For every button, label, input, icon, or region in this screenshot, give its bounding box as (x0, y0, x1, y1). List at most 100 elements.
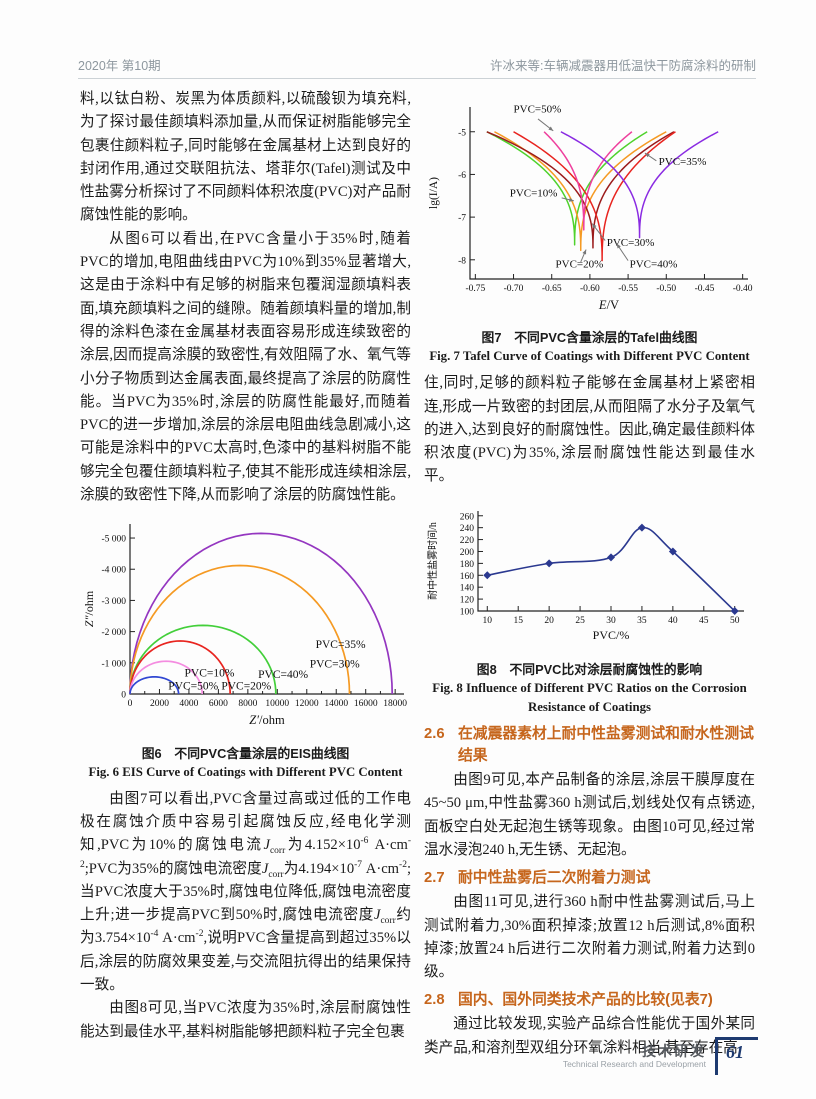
eis-nyquist-chart: 0 2000 4000 6000 8000 10000 12000 14000 16000 180… (82, 524, 407, 727)
svg-text:耐中性盐雾时间/h: 耐中性盐雾时间/h (426, 522, 439, 600)
figure8-caption-zh: 图8 不同PVC比对涂层耐腐蚀性的影响 (476, 662, 703, 678)
svg-text:PVC=20%: PVC=20% (556, 258, 604, 270)
svg-text:20: 20 (544, 616, 554, 626)
svg-text:50: 50 (730, 616, 740, 626)
svg-text:120: 120 (460, 595, 475, 605)
svg-text:18000: 18000 (383, 699, 407, 709)
svg-text:-0.40: -0.40 (733, 284, 753, 294)
svg-text:-2 000: -2 000 (101, 628, 126, 638)
svg-text:8000: 8000 (238, 699, 257, 709)
svg-text:PVC=10%: PVC=10% (510, 188, 558, 200)
svg-text:lg(I/A): lg(I/A) (428, 177, 440, 209)
svg-text:0: 0 (121, 691, 126, 701)
paragraph-conclusion-pvc: 住,同时,足够的颜料粒子能够在金属基材上紧密相连,形成一片致密的封团层,从而阻隔… (424, 375, 755, 485)
section-heading-2-6: 2.6 在减震器素材上耐中性盐雾测试和耐水性测试结果 (424, 723, 755, 767)
svg-text:PVC=50%: PVC=50% (514, 104, 562, 116)
svg-text:PVC=20%: PVC=20% (221, 681, 271, 693)
svg-text:PVC/%: PVC/% (593, 628, 630, 642)
svg-text:-1 000: -1 000 (101, 660, 126, 670)
figure-6: 0 2000 4000 6000 8000 10000 12000 14000 16000 180… (80, 512, 411, 781)
svg-text:25: 25 (575, 616, 585, 626)
svg-text:-0.75: -0.75 (465, 284, 485, 294)
svg-text:35: 35 (637, 616, 647, 626)
svg-text:0: 0 (128, 699, 133, 709)
header-issue: 2020年 第10期 (78, 59, 161, 73)
svg-text:180: 180 (460, 560, 475, 570)
svg-text:2000: 2000 (150, 699, 169, 709)
svg-text:-0.55: -0.55 (618, 284, 638, 294)
figure7-caption-en: Fig. 7 Tafel Curve of Coatings with Diff… (429, 349, 750, 364)
svg-text:200: 200 (460, 548, 475, 558)
paragraph-section-2-7: 由图11可见,进行360 h耐中性盐雾测试后,马上测试附着力,30%面积掉漆;放… (424, 894, 755, 981)
svg-text:4000: 4000 (179, 699, 198, 709)
paragraph-section-2-8: 通过比较发现,实验产品综合性能优于国外某同类产品,和溶剂型双组分环氧涂料相当,甚… (424, 1016, 755, 1056)
svg-text:Z′/ohm: Z′/ohm (249, 713, 285, 727)
section-heading-2-7: 2.7 耐中性盐雾后二次附着力测试 (424, 867, 755, 889)
figure7-caption-zh: 图7 不同PVC含量涂层的Tafel曲线图 (481, 330, 698, 346)
svg-text:-5 000: -5 000 (101, 535, 126, 545)
svg-text:15: 15 (513, 616, 523, 626)
svg-text:PVC=30%: PVC=30% (607, 237, 655, 249)
footer-section-label: 技术研发 Technical Research and Development (563, 1037, 706, 1070)
svg-text:100: 100 (460, 607, 475, 617)
section-title: 在减震器素材上耐中性盐雾测试和耐水性测试结果 (458, 726, 754, 765)
svg-text:PVC=35%: PVC=35% (659, 156, 707, 168)
paragraph-eis-discussion: 从图6可以看出,在PVC含量小于35%时,随着PVC的增加,电阻曲线由PVC为1… (80, 230, 411, 504)
svg-text:10000: 10000 (265, 699, 289, 709)
svg-text:-0.70: -0.70 (504, 284, 524, 294)
figure6-caption-en: Fig. 6 EIS Curve of Coatings with Differ… (88, 764, 403, 779)
section-title: 国内、国外同类技术产品的比较(见表7) (458, 992, 713, 1009)
section-number: 2.8 (424, 992, 445, 1009)
right-column: -0.75 -0.70 -0.65 -0.60 -0.55 -0.50 -0.45 -0.40… (424, 86, 755, 1060)
svg-text:Z″/ohm: Z″/ohm (82, 591, 96, 628)
svg-text:-5: -5 (458, 128, 466, 138)
section-number: 2.6 (424, 726, 445, 743)
header-article-title: 许冰来等:车辆减震器用低温快干防腐涂料的研制 (490, 59, 756, 73)
left-column: 料,以钛白粉、炭黑为体质颜料,以硫酸钡为填充料,为了探讨最佳颜填料添加量,从而保… (80, 88, 411, 1044)
svg-text:-0.45: -0.45 (695, 284, 715, 294)
svg-text:-0.60: -0.60 (580, 284, 600, 294)
svg-text:220: 220 (460, 536, 475, 546)
svg-text:-4 000: -4 000 (101, 566, 126, 576)
svg-text:-7: -7 (458, 214, 466, 224)
svg-text:260: 260 (460, 512, 475, 522)
svg-text:240: 240 (460, 524, 475, 534)
svg-text:12000: 12000 (295, 699, 319, 709)
svg-text:45: 45 (699, 616, 709, 626)
section-number: 2.7 (424, 870, 445, 887)
svg-text:140: 140 (460, 583, 475, 593)
svg-text:-0.50: -0.50 (656, 284, 676, 294)
svg-text:160: 160 (460, 572, 475, 582)
svg-text:14000: 14000 (324, 699, 348, 709)
svg-text:PVC=10%: PVC=10% (185, 668, 235, 680)
svg-text:PVC=30%: PVC=30% (310, 659, 360, 671)
paragraph-fig8-intro: 由图8可见,当PVC浓度为35%时,涂层耐腐蚀性能达到最佳水平,基料树脂能够把颜… (80, 1000, 411, 1040)
footer-label-zh: 技术研发 (642, 1043, 706, 1059)
svg-text:6000: 6000 (209, 699, 228, 709)
section-title: 耐中性盐雾后二次附着力测试 (458, 870, 651, 887)
paragraph-tafel-discussion: 由图7可以看出,PVC含量过高或过低的工作电极在腐蚀介质中容易引起腐蚀反应,经电… (80, 790, 411, 994)
tafel-chart: -0.75 -0.70 -0.65 -0.60 -0.55 -0.50 -0.45 -0.40… (428, 104, 753, 312)
svg-text:PVC=40%: PVC=40% (258, 669, 308, 681)
figure6-caption-zh: 图6 不同PVC含量涂层的EIS曲线图 (141, 745, 350, 761)
svg-text:16000: 16000 (354, 699, 378, 709)
svg-text:-6: -6 (458, 171, 466, 181)
header-divider (78, 78, 756, 79)
svg-text:10: 10 (483, 616, 493, 626)
svg-text:PVC=50%: PVC=50% (168, 681, 218, 693)
paragraph-intro: 料,以钛白粉、炭黑为体质颜料,以硫酸钡为填充料,为了探讨最佳颜填料添加量,从而保… (80, 91, 411, 224)
figure7-caption: 图7 不同PVC含量涂层的Tafel曲线图 Fig. 7 Tafel Curve… (424, 328, 755, 366)
paragraph-section-2-6: 由图9可见,本产品制备的涂层,涂层干膜厚度在45~50 μm,中性盐雾360 h… (424, 772, 755, 858)
svg-text:PVC=40%: PVC=40% (630, 258, 678, 270)
footer-label-en: Technical Research and Development (562, 1059, 706, 1069)
figure6-caption: 图6 不同PVC含量涂层的EIS曲线图 Fig. 6 EIS Curve of … (80, 744, 411, 782)
section-heading-2-8: 2.8 国内、国外同类技术产品的比较(见表7) (424, 989, 755, 1011)
svg-text:-0.65: -0.65 (542, 284, 562, 294)
svg-text:40: 40 (668, 616, 678, 626)
figure8-caption-en: Fig. 8 Influence of Different PVC Ratios… (432, 681, 747, 715)
svg-text:PVC=35%: PVC=35% (316, 639, 366, 651)
svg-text:-3 000: -3 000 (101, 597, 126, 607)
figure-8: 10 15 20 25 30 35 40 45 50 100 120 140 160 180 200 220 2… (424, 499, 755, 717)
